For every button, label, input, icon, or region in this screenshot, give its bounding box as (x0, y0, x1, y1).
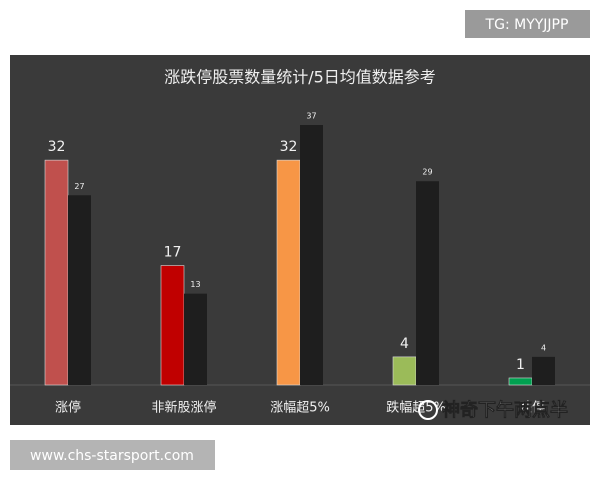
watermark-icon (418, 400, 438, 420)
x-tick-label: 跌幅超5% (386, 400, 446, 416)
bar (44, 159, 69, 386)
x-tick-label: 涨停 (55, 400, 81, 416)
bar (392, 356, 417, 386)
value-label: 29 (422, 168, 432, 177)
chart-title: 涨跌停股票数量统计/5日均值数据参考 (164, 68, 436, 87)
x-tick-label: 非新股涨停 (151, 400, 216, 416)
watermark-bottom: www.chs-starsport.com (30, 448, 194, 464)
value-label: 4 (400, 336, 409, 352)
value-label: 32 (48, 139, 66, 155)
value-label: 27 (74, 182, 84, 191)
value-label: 1 (516, 357, 525, 373)
watermark-box (10, 440, 215, 470)
value-label: 32 (280, 139, 298, 155)
value-label: 13 (190, 280, 200, 289)
watermark-overlay: 神奇下午两点半 (442, 399, 568, 421)
value-label: 37 (306, 112, 316, 121)
bar (508, 377, 533, 386)
watermark-top: TG: MYYJJPP (485, 17, 569, 33)
bar (276, 159, 301, 386)
bar (68, 195, 91, 385)
plot: 涨停 32 27 非新股涨停 17 13 涨幅超5% 32 37 跌幅超5% 4 29 跌停 1 4 (44, 112, 555, 416)
value-label: 17 (164, 245, 182, 261)
x-tick-label: 涨幅超5% (270, 401, 330, 416)
x-tick-label: 跌停 (519, 400, 545, 416)
value-label: 4 (541, 343, 546, 352)
bar (160, 265, 185, 386)
bar (416, 181, 439, 385)
bar (300, 125, 323, 385)
bar (184, 293, 207, 385)
bar (532, 356, 555, 385)
watermark-box (465, 10, 590, 38)
